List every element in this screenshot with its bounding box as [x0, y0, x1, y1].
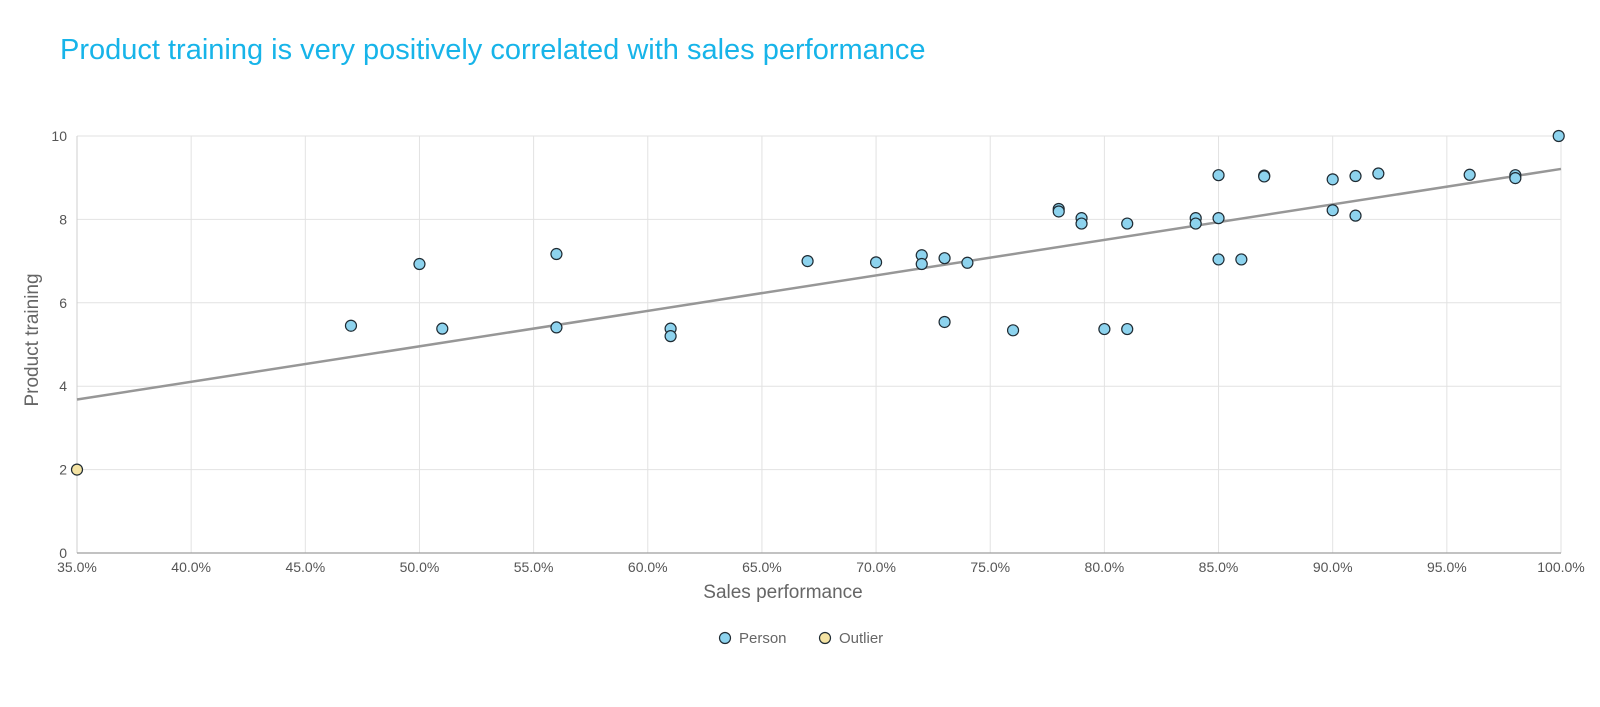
point-person: [1326, 173, 1339, 186]
point-person: [1052, 205, 1065, 218]
points-layer: [70, 129, 1565, 476]
point-person: [1121, 322, 1134, 336]
point-person: [1349, 209, 1362, 222]
point-person: [550, 247, 563, 261]
point-person: [938, 252, 951, 265]
point-person: [1098, 322, 1111, 336]
legend-label-person: Person: [739, 630, 787, 647]
x-tick-label: 90.0%: [1313, 559, 1353, 575]
point-person: [1463, 168, 1476, 181]
x-tick-label: 70.0%: [856, 559, 896, 575]
y-tick-label: 0: [59, 545, 67, 561]
x-tick-label: 40.0%: [171, 559, 211, 575]
point-person: [1372, 167, 1385, 180]
x-tick-label: 55.0%: [514, 559, 554, 575]
point-person: [1212, 169, 1225, 182]
point-person: [344, 319, 358, 332]
trendline: [76, 167, 1562, 401]
legend-label-outlier: Outlier: [839, 630, 883, 647]
point-person: [1258, 170, 1271, 183]
x-tick-label: 80.0%: [1085, 559, 1125, 575]
x-tick-label: 85.0%: [1199, 559, 1239, 575]
y-axis-title: Product training: [22, 273, 43, 406]
trendline-layer: [76, 167, 1562, 401]
point-person: [1212, 212, 1225, 225]
point-person: [1509, 172, 1522, 185]
y-tick-label: 2: [59, 462, 67, 478]
point-person: [1121, 217, 1134, 230]
y-tick-label: 10: [51, 128, 67, 144]
point-person: [1212, 253, 1225, 266]
chart-title: Product training is very positively corr…: [60, 34, 926, 66]
point-person: [801, 255, 814, 268]
y-tick-label: 4: [59, 378, 67, 394]
point-person: [436, 322, 449, 335]
x-tick-label: 50.0%: [400, 559, 440, 575]
point-person: [1075, 217, 1088, 230]
point-person: [1189, 217, 1202, 230]
x-tick-label: 35.0%: [57, 559, 97, 575]
point-person: [1006, 324, 1020, 337]
grid: [76, 135, 1562, 554]
point-person: [1235, 253, 1248, 266]
point-person: [1349, 169, 1362, 183]
x-tick-label: 95.0%: [1427, 559, 1467, 575]
x-tick-label: 100.0%: [1537, 559, 1584, 575]
x-tick-label: 45.0%: [285, 559, 325, 575]
y-tick-label: 6: [59, 295, 67, 311]
point-person: [869, 256, 883, 269]
point-person: [961, 256, 974, 269]
point-person: [550, 321, 563, 334]
point-person: [664, 330, 677, 343]
y-tick-label: 8: [59, 211, 67, 227]
point-person: [1552, 129, 1565, 143]
x-tick-label: 60.0%: [628, 559, 668, 575]
x-tick-label: 65.0%: [742, 559, 782, 575]
x-tick-label: 75.0%: [970, 559, 1010, 575]
axes: 35.0% 40.0% 45.0% 50.0% 55.0% 60.0% 65.0% 70.0%…: [51, 128, 1584, 575]
legend-marker-outlier: [818, 631, 832, 645]
legend: Person Outlier: [718, 630, 883, 647]
legend-marker-person: [718, 631, 732, 645]
x-axis-title: Sales performance: [703, 582, 862, 603]
point-outlier: [70, 463, 84, 476]
point-person: [938, 315, 951, 329]
point-person: [1326, 204, 1339, 217]
point-person: [915, 257, 928, 271]
point-person: [413, 257, 426, 271]
